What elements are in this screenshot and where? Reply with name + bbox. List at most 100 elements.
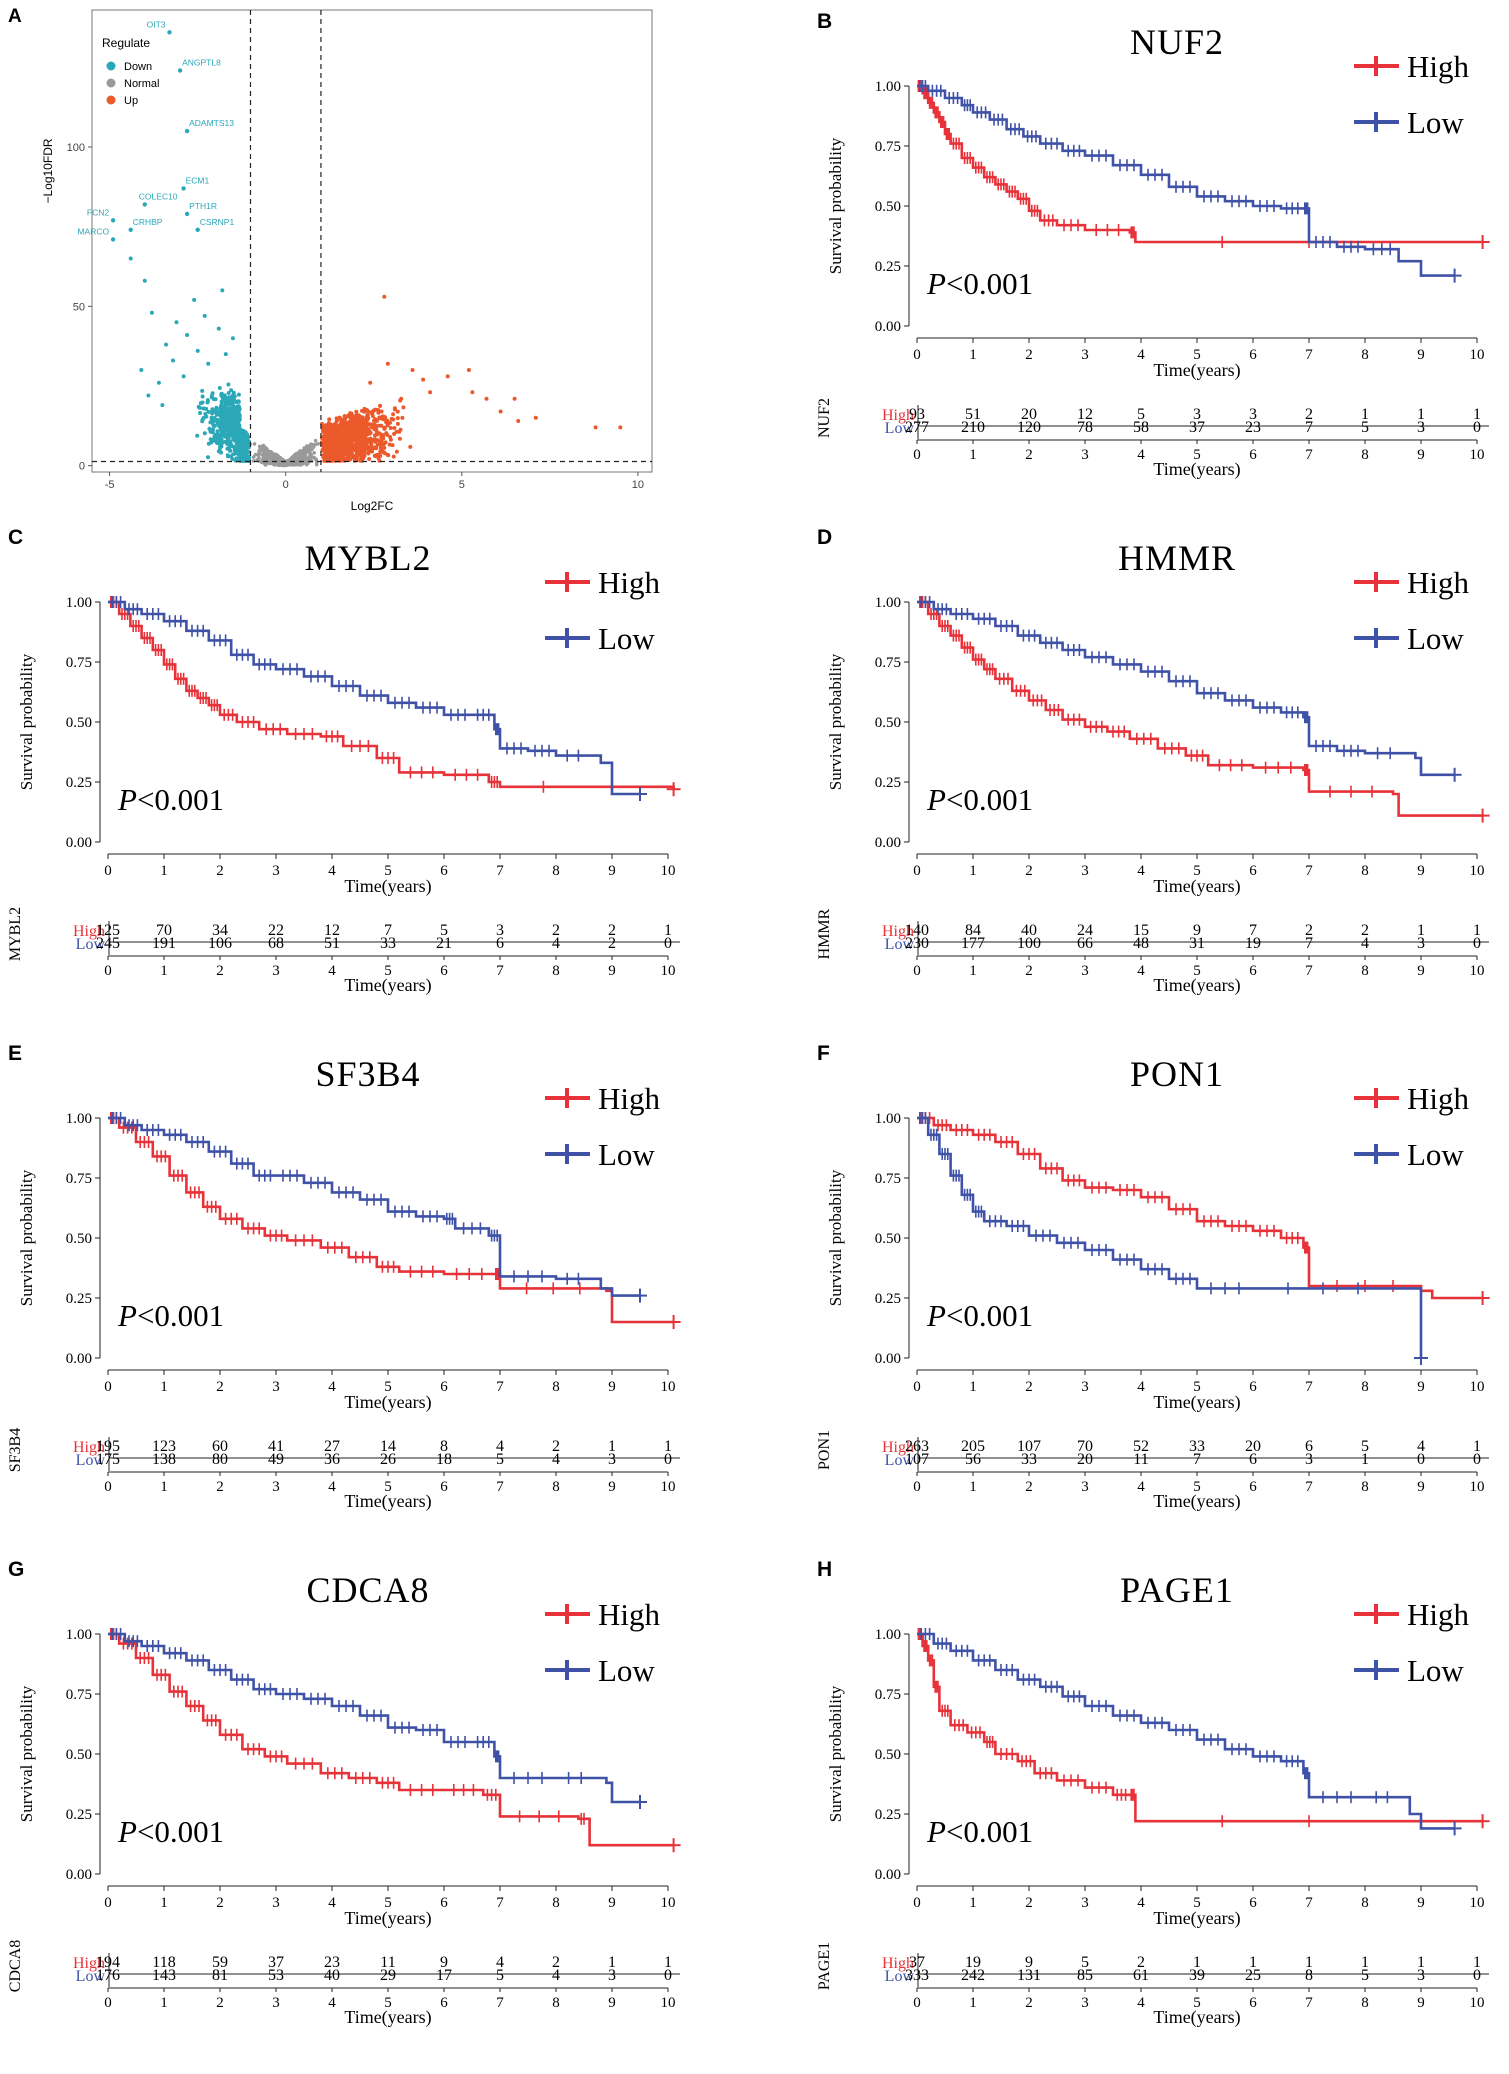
point-up (341, 432, 346, 437)
risk-label-high: High (73, 923, 105, 940)
y-axis-label: Survival probability (826, 1169, 845, 1306)
point-down (223, 412, 228, 417)
x-tick-label: 1 (969, 347, 977, 363)
point-down (212, 423, 217, 428)
risk-x-tick-label: 10 (661, 1995, 676, 2011)
risk-count-high: 1 (1473, 406, 1481, 423)
point-up (421, 377, 426, 382)
x-tick-label: 10 (632, 479, 644, 491)
risk-count-low: 176 (96, 1967, 120, 1984)
point-up (355, 432, 360, 437)
risk-x-tick-label: 7 (1305, 1479, 1313, 1495)
point-down (224, 415, 229, 420)
y-tick-label: 0.00 (875, 835, 901, 851)
point-up (378, 449, 383, 454)
risk-count-low: 31 (1189, 935, 1205, 952)
risk-x-tick-label: 8 (1361, 1995, 1369, 2011)
risk-count-high: 34 (212, 922, 228, 939)
x-tick-label: 8 (1361, 347, 1369, 363)
point-up (368, 430, 373, 435)
risk-x-tick-label: 10 (661, 963, 676, 979)
legend-label: High (598, 565, 661, 600)
risk-x-tick-label: 9 (1417, 1995, 1425, 2011)
risk-x-tick-label: 2 (1025, 1479, 1033, 1495)
risk-count-low: 191 (152, 935, 176, 952)
y-tick-label: 0.50 (66, 715, 92, 731)
point-up (361, 453, 366, 458)
p-value-text: <0.001 (137, 1814, 224, 1849)
gene-label: CSRNP1 (200, 217, 235, 227)
risk-count-low: 3 (1417, 419, 1425, 436)
point-up (379, 409, 384, 414)
point-up (370, 449, 375, 454)
point-down (209, 440, 214, 445)
point-down (160, 403, 165, 408)
point-up (373, 445, 378, 450)
point-up (410, 368, 415, 372)
point-down (234, 407, 239, 412)
risk-label-high: High (73, 1955, 105, 1972)
risk-x-tick-label: 9 (608, 963, 616, 979)
point-normal (265, 455, 269, 459)
risk-count-high: 123 (152, 1438, 176, 1455)
risk-x-tick-label: 4 (1137, 447, 1145, 463)
point-up (366, 427, 371, 432)
risk-label-high: High (882, 1955, 914, 1972)
x-axis-label: Time(years) (1153, 1392, 1240, 1413)
x-tick-label: 3 (1081, 1895, 1089, 1911)
point-normal (302, 459, 306, 464)
point-up (358, 443, 362, 448)
point-normal (293, 461, 297, 466)
point-up (352, 428, 357, 433)
risk-count-high: 107 (1017, 1438, 1041, 1455)
risk-count-high: 1 (664, 922, 672, 939)
y-axis-label: Survival probability (826, 653, 845, 790)
risk-x-tick-label: 2 (1025, 963, 1033, 979)
point-up (321, 425, 326, 430)
x-tick-label: 1 (160, 1895, 168, 1911)
risk-count-low: 49 (268, 1451, 284, 1468)
risk-x-axis-label: Time(years) (1153, 2007, 1240, 2028)
point-down (234, 420, 239, 424)
panel-letter: B (817, 10, 832, 33)
p-value-text: <0.001 (946, 266, 1033, 301)
risk-count-high: 1 (1361, 406, 1369, 423)
point-up (334, 431, 339, 436)
y-tick-label: 0.50 (875, 1231, 901, 1247)
panel-letter: D (817, 526, 832, 549)
risk-count-high: 1 (1249, 1954, 1257, 1971)
point-up (392, 406, 397, 411)
point-down (238, 430, 242, 435)
km-panel-d: DHMMRHighLow0.000.250.500.751.00Survival… (816, 526, 1490, 996)
point-up (341, 453, 346, 458)
point-up (374, 452, 379, 457)
y-tick-label: 0.50 (875, 715, 901, 731)
risk-x-tick-label: 5 (1193, 1995, 1201, 2011)
x-tick-label: 1 (969, 863, 977, 879)
risk-count-high: 7 (384, 922, 392, 939)
point-down (243, 430, 248, 435)
risk-count-low: 33 (380, 935, 396, 952)
y-tick-label: 0.00 (66, 835, 92, 851)
risk-count-low: 3 (1417, 1967, 1425, 1984)
gene-label: ANGPTL8 (182, 58, 221, 68)
risk-count-high: 2 (552, 922, 560, 939)
risk-count-high: 24 (1077, 922, 1093, 939)
risk-label-low: Low (76, 1452, 106, 1469)
risk-x-tick-label: 10 (1470, 447, 1485, 463)
point-down (164, 342, 168, 347)
risk-x-tick-label: 0 (104, 963, 112, 979)
risk-x-tick-label: 8 (1361, 963, 1369, 979)
point-normal (260, 457, 265, 462)
risk-count-low: 333 (905, 1967, 929, 1984)
point-up (342, 417, 347, 422)
gene-label: FCN2 (87, 207, 109, 217)
x-tick-label: 2 (216, 863, 224, 879)
point-up (385, 361, 390, 366)
risk-count-low: 5 (1361, 1967, 1369, 1984)
risk-count-low: 66 (1077, 935, 1093, 952)
point-normal (274, 456, 278, 460)
survival-curve-high (917, 84, 1483, 244)
point-down (219, 399, 224, 404)
